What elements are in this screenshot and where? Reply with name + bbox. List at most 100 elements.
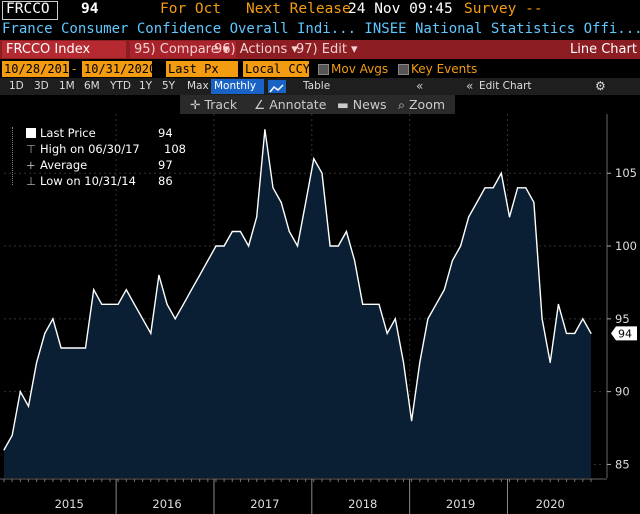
field-selector[interactable]: Last Px xyxy=(166,61,238,77)
frequency-dropdown[interactable]: Monthly ▼ xyxy=(211,79,264,107)
data-point xyxy=(354,260,356,262)
crosshair-icon: ✛ xyxy=(190,97,205,112)
average-marker-icon: + xyxy=(26,158,36,172)
data-point xyxy=(174,318,176,320)
edit-chart-label: Edit Chart xyxy=(479,80,532,92)
data-point xyxy=(443,289,445,291)
data-point xyxy=(500,172,502,174)
survey-label: Survey -- xyxy=(464,1,543,17)
low-marker-icon: ⊥ xyxy=(26,174,37,188)
data-point xyxy=(329,245,331,247)
chart-type-label[interactable]: Line Chart xyxy=(570,42,637,57)
annotate-button[interactable]: ∠ Annotate xyxy=(254,96,326,113)
zoom-label: Zoom xyxy=(408,97,446,112)
data-point xyxy=(574,332,576,334)
data-point xyxy=(378,303,380,305)
data-point xyxy=(476,201,478,203)
ticker-box[interactable] xyxy=(2,1,58,20)
start-date-field[interactable]: 10/28/2014 xyxy=(2,61,77,77)
data-point xyxy=(84,347,87,349)
price-chart[interactable]: 85 90 95 100 105 94 2015 2016 2017 2018 2019 2020 xyxy=(0,114,640,514)
collapse-right-icon[interactable]: « xyxy=(466,79,474,93)
data-point xyxy=(199,274,201,276)
edit-button[interactable]: 97) Edit ▾ xyxy=(296,42,358,57)
header-row xyxy=(0,0,640,20)
period-label: For Oct xyxy=(160,1,222,17)
range-1d[interactable]: 1D xyxy=(9,80,24,92)
range-1m[interactable]: 1M xyxy=(59,80,75,92)
x-tick-label: 2015 xyxy=(55,497,84,511)
data-point xyxy=(525,187,527,189)
data-point xyxy=(451,260,453,262)
data-point xyxy=(411,420,413,422)
mov-avgs-checkbox[interactable] xyxy=(318,64,329,75)
zoom-button[interactable]: ⌕ Zoom xyxy=(398,96,445,113)
x-tick-label: 2018 xyxy=(348,497,377,511)
compare-button[interactable]: 95) Compare ▾ xyxy=(130,41,236,58)
last-value: 94 xyxy=(81,1,99,17)
track-button[interactable]: ✛ Track xyxy=(190,96,237,113)
security-field[interactable]: FRCCO Index xyxy=(2,41,126,58)
range-ytd[interactable]: YTD xyxy=(110,80,131,92)
magnifier-icon: ⌕ xyxy=(398,97,409,112)
legend-last-price-value: 94 xyxy=(158,126,173,140)
edit-chart-button[interactable]: Edit Chart xyxy=(479,78,532,95)
data-point xyxy=(223,245,225,247)
end-date-field[interactable]: 10/31/2020 xyxy=(82,61,157,77)
legend-low-label: Low on 10/31/14 xyxy=(40,174,136,188)
next-release-time: 24 Nov 09:45 xyxy=(348,1,453,17)
description-row: France Consumer Confidence Overall Indi.… xyxy=(0,20,640,40)
data-point xyxy=(142,318,144,320)
news-button[interactable]: ▬ News xyxy=(337,96,387,113)
news-label: News xyxy=(352,97,387,112)
price-area xyxy=(4,129,591,478)
range-5y[interactable]: 5Y xyxy=(162,80,176,92)
collapse-left-icon[interactable]: « xyxy=(416,79,424,93)
data-point xyxy=(370,303,372,305)
data-point xyxy=(68,347,70,349)
y-tick-label: 90 xyxy=(615,385,630,399)
data-point xyxy=(93,289,95,291)
data-point xyxy=(190,289,193,291)
y-tick-label: 100 xyxy=(615,239,637,253)
gear-icon[interactable]: ⚙ xyxy=(595,79,606,93)
line-chart-icon[interactable] xyxy=(268,80,286,93)
data-point xyxy=(288,230,290,233)
mov-avgs-label: Mov Avgs xyxy=(331,62,389,76)
data-point xyxy=(158,274,160,276)
range-max[interactable]: Max xyxy=(187,80,209,92)
data-point xyxy=(427,318,429,320)
data-point xyxy=(231,230,233,233)
data-point xyxy=(76,347,78,349)
legend-low-value: 86 xyxy=(158,174,173,188)
table-button[interactable]: Table xyxy=(303,80,331,92)
data-point xyxy=(215,245,217,247)
annotate-label: Annotate xyxy=(269,97,327,112)
data-point xyxy=(313,158,315,160)
key-events-checkbox[interactable] xyxy=(398,64,409,75)
currency-selector[interactable]: Local CCY xyxy=(243,61,311,77)
range-3d[interactable]: 3D xyxy=(34,80,49,92)
data-point xyxy=(182,303,184,305)
data-point xyxy=(460,245,462,247)
range-1y[interactable]: 1Y xyxy=(139,80,153,92)
data-point xyxy=(533,201,535,203)
y-tick-label: 95 xyxy=(615,312,630,326)
data-point xyxy=(435,303,437,305)
news-icon: ▬ xyxy=(337,97,353,112)
y-tick-label: 85 xyxy=(615,457,630,471)
data-point xyxy=(52,318,54,320)
next-release-label: Next Release xyxy=(246,1,351,17)
data-point xyxy=(402,361,405,364)
actions-button[interactable]: 96) Actions ▾ xyxy=(214,42,298,57)
data-point xyxy=(44,332,46,334)
data-point xyxy=(557,303,560,305)
key-events-label: Key Events xyxy=(411,62,478,76)
data-point xyxy=(565,332,568,334)
range-6m[interactable]: 6M xyxy=(84,80,100,92)
data-point xyxy=(280,201,282,203)
data-point xyxy=(337,245,339,247)
data-point xyxy=(11,434,13,436)
data-point xyxy=(394,318,396,320)
date-separator: - xyxy=(72,62,77,76)
